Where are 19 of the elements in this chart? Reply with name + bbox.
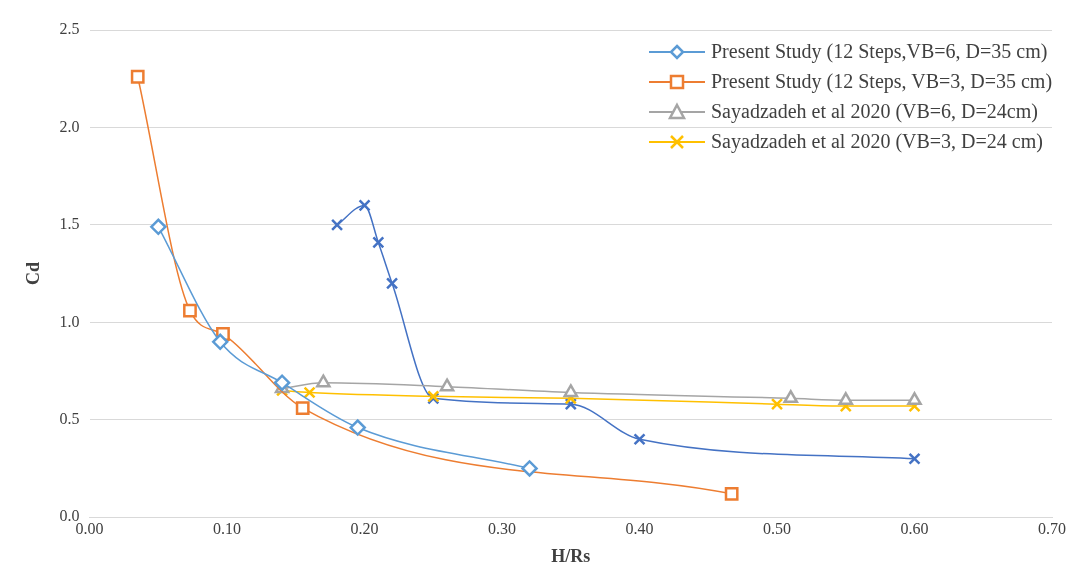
y-tick-label: 0.5 xyxy=(59,409,80,427)
x-tick-label: 0.50 xyxy=(763,520,792,537)
x-tick-label: 0.40 xyxy=(625,520,654,537)
legend-label: Present Study (12 Steps, VB=3, D=35 cm) xyxy=(711,70,1053,92)
legend-label: Sayadzadeh et al 2020 (VB=3, D=24 cm) xyxy=(711,130,1043,152)
y-tick-label: 1.5 xyxy=(59,215,80,233)
x-tick-label: 0.60 xyxy=(900,520,929,537)
y-tick-label: 1.0 xyxy=(59,312,80,330)
x-tick-label: 0.10 xyxy=(213,520,242,537)
legend-label: Present Study (12 Steps,VB=6, D=35 cm) xyxy=(711,40,1048,62)
x-tick-label: 0.00 xyxy=(75,520,104,537)
y-tick-label: 2.0 xyxy=(59,117,80,135)
y-tick-label: 2.5 xyxy=(59,20,80,38)
legend-label: Sayadzadeh et al 2020 (VB=6, D=24cm) xyxy=(711,100,1038,122)
y-axis-title: Cd xyxy=(23,262,44,286)
x-tick-label: 0.70 xyxy=(1038,520,1066,537)
x-tick-label: 0.20 xyxy=(350,520,379,537)
x-tick-label: 0.30 xyxy=(488,520,517,537)
x-axis-title: H/Rs xyxy=(551,545,591,566)
